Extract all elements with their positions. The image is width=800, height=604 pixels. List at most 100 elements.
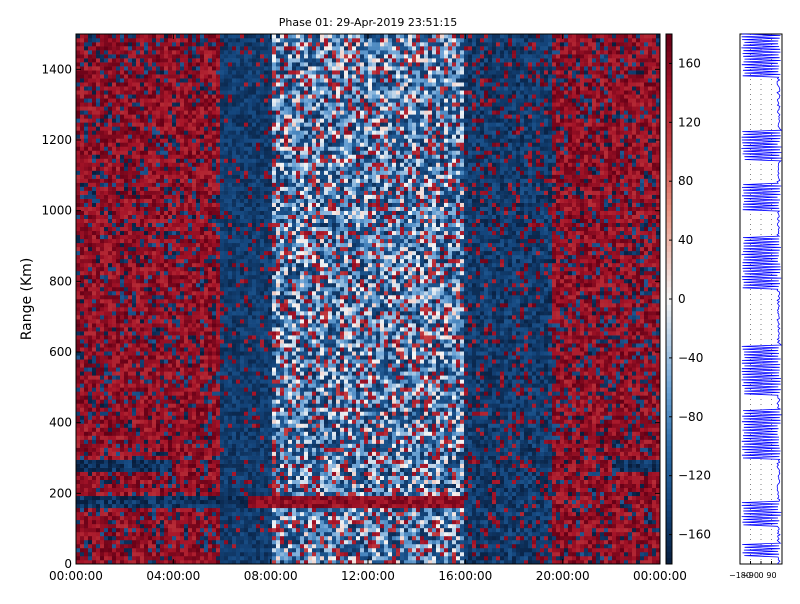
heatmap-cell bbox=[144, 186, 149, 191]
heatmap-cell bbox=[104, 539, 109, 545]
heatmap-cell bbox=[80, 246, 85, 252]
heatmap-cell bbox=[176, 451, 181, 456]
heatmap-cell bbox=[132, 527, 137, 533]
heatmap-cell bbox=[88, 399, 93, 404]
heatmap-cell bbox=[188, 391, 193, 396]
heatmap-cell bbox=[176, 270, 181, 276]
heatmap-cell bbox=[188, 331, 193, 336]
heatmap-cell bbox=[164, 262, 169, 268]
heatmap-cell bbox=[192, 543, 197, 549]
heatmap-cell bbox=[164, 218, 169, 224]
heatmap-cell bbox=[196, 403, 201, 408]
heatmap-cell bbox=[112, 110, 117, 115]
heatmap-cell bbox=[104, 427, 109, 432]
heatmap-cell bbox=[132, 134, 137, 139]
heatmap-cell bbox=[112, 323, 117, 328]
heatmap-cell bbox=[100, 447, 105, 452]
heatmap-cell bbox=[128, 479, 133, 484]
heatmap-cell bbox=[160, 555, 165, 561]
heatmap-cell bbox=[180, 106, 185, 111]
heatmap-cell bbox=[164, 435, 169, 440]
heatmap-cell bbox=[140, 234, 145, 240]
heatmap-cell bbox=[224, 443, 229, 448]
heatmap-cell bbox=[148, 483, 153, 489]
heatmap-cell bbox=[112, 459, 117, 464]
heatmap-cell bbox=[160, 471, 165, 476]
heatmap-cell bbox=[204, 403, 209, 408]
heatmap-cell bbox=[132, 102, 137, 107]
heatmap-cell bbox=[188, 246, 193, 252]
heatmap-cell bbox=[144, 74, 149, 79]
heatmap-cell bbox=[152, 367, 157, 372]
heatmap-cell bbox=[200, 42, 205, 47]
heatmap-cell bbox=[176, 54, 181, 59]
heatmap-cell bbox=[216, 475, 221, 480]
heatmap-cell bbox=[88, 142, 93, 147]
heatmap-cell bbox=[84, 299, 89, 304]
heatmap-cell bbox=[112, 66, 117, 71]
heatmap-cell bbox=[84, 531, 89, 537]
heatmap-cell bbox=[108, 90, 113, 95]
heatmap-cell bbox=[188, 46, 193, 51]
heatmap-cell bbox=[92, 282, 97, 288]
heatmap-cell bbox=[96, 323, 101, 328]
heatmap-cell bbox=[148, 443, 153, 448]
heatmap-cell bbox=[208, 331, 213, 336]
heatmap-cell bbox=[100, 134, 105, 139]
heatmap-cell bbox=[204, 158, 209, 163]
heatmap-cell bbox=[124, 222, 129, 228]
heatmap-cell bbox=[192, 158, 197, 163]
heatmap-cell bbox=[168, 407, 173, 412]
heatmap-cell bbox=[104, 182, 109, 187]
heatmap-cell bbox=[112, 206, 117, 211]
heatmap-cell bbox=[124, 471, 129, 476]
heatmap-cell bbox=[204, 547, 209, 553]
heatmap-cell bbox=[164, 222, 169, 228]
heatmap-cell bbox=[192, 182, 197, 187]
heatmap-cell bbox=[216, 383, 221, 388]
heatmap-cell bbox=[104, 503, 109, 509]
heatmap-cell bbox=[108, 118, 113, 123]
heatmap-cell bbox=[76, 42, 81, 47]
heatmap-cell bbox=[120, 258, 125, 264]
heatmap-cell bbox=[176, 339, 181, 344]
heatmap-cell bbox=[196, 387, 201, 392]
heatmap-cell bbox=[176, 234, 181, 240]
heatmap-cell bbox=[148, 90, 153, 95]
heatmap-cell bbox=[76, 407, 81, 412]
heatmap-cell bbox=[88, 174, 93, 179]
heatmap-cell bbox=[104, 471, 109, 476]
heatmap-cell bbox=[92, 214, 97, 219]
heatmap-cell bbox=[144, 38, 149, 43]
heatmap-cell bbox=[180, 294, 185, 300]
heatmap-cell bbox=[132, 274, 137, 280]
heatmap-cell bbox=[212, 539, 217, 545]
heatmap-cell bbox=[112, 391, 117, 396]
heatmap-cell bbox=[120, 379, 125, 384]
heatmap-cell bbox=[180, 226, 185, 232]
heatmap-cell bbox=[180, 98, 185, 103]
heatmap-cell bbox=[212, 286, 217, 292]
heatmap-cell bbox=[136, 258, 141, 264]
heatmap-cell bbox=[208, 66, 213, 71]
heatmap-cell bbox=[180, 547, 185, 553]
heatmap-cell bbox=[156, 403, 161, 408]
heatmap-cell bbox=[108, 162, 113, 167]
heatmap-cell bbox=[148, 86, 153, 91]
heatmap-cell bbox=[116, 459, 121, 464]
heatmap-cell bbox=[180, 46, 185, 51]
heatmap-cell bbox=[212, 547, 217, 553]
heatmap-cell bbox=[176, 411, 181, 416]
heatmap-cell bbox=[216, 262, 221, 268]
heatmap-cell bbox=[108, 499, 113, 505]
heatmap-cell bbox=[124, 234, 129, 240]
heatmap-cell bbox=[128, 303, 133, 308]
heatmap-cell bbox=[120, 50, 125, 55]
heatmap-cell bbox=[192, 455, 197, 460]
heatmap-cell bbox=[212, 102, 217, 107]
heatmap-cell bbox=[204, 455, 209, 460]
heatmap-cell bbox=[104, 395, 109, 400]
heatmap-cell bbox=[180, 483, 185, 489]
heatmap-cell bbox=[120, 319, 125, 324]
heatmap-cell bbox=[124, 290, 129, 296]
